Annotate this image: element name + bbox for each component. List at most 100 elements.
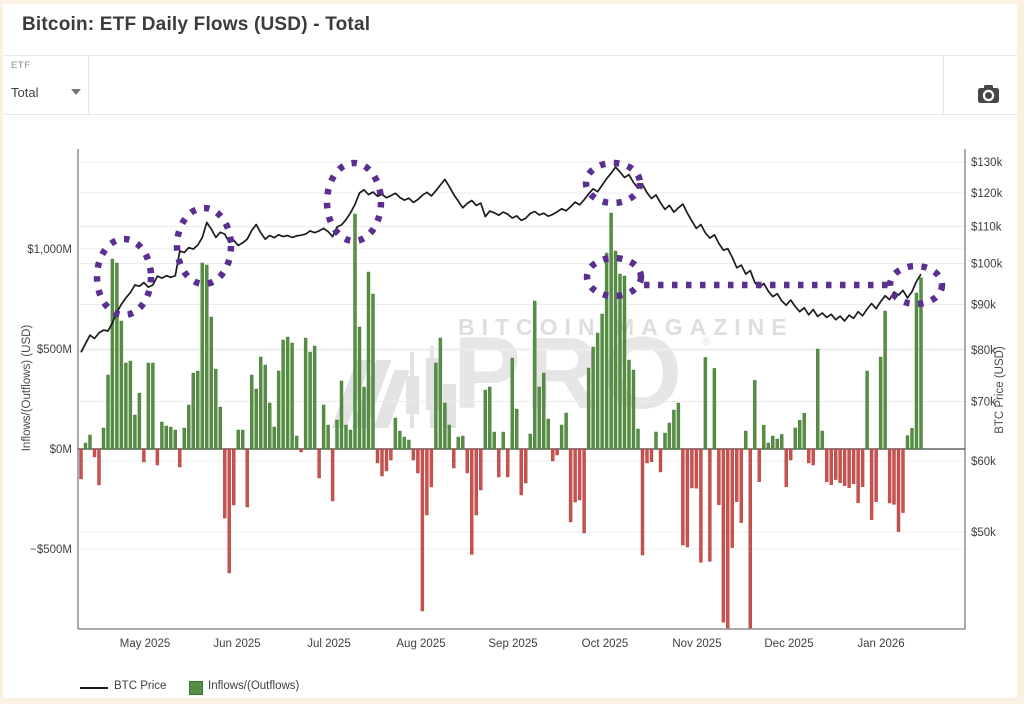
flow-bar xyxy=(627,359,631,450)
flow-bar xyxy=(151,362,155,450)
flow-bar xyxy=(847,448,851,488)
flow-bar xyxy=(748,448,752,629)
flow-bar xyxy=(887,448,892,504)
y-left-tick-label: $500M xyxy=(37,344,72,356)
flow-bar xyxy=(380,448,384,477)
annotation-circle xyxy=(582,159,644,207)
flow-bar xyxy=(506,448,510,478)
flow-bar xyxy=(685,448,690,548)
flow-bar xyxy=(169,426,173,450)
flow-bar xyxy=(303,337,308,450)
flow-bar xyxy=(622,275,627,450)
flow-bar xyxy=(483,389,487,450)
divider-vertical xyxy=(943,56,944,114)
flow-bar xyxy=(842,448,847,486)
flow-bar xyxy=(205,264,209,450)
flow-bar xyxy=(600,313,604,450)
flow-bar xyxy=(757,448,761,482)
flow-bar xyxy=(393,417,398,450)
flow-bar xyxy=(285,336,290,450)
flow-bar xyxy=(443,402,447,450)
flow-bar xyxy=(878,356,883,450)
flow-bar xyxy=(429,448,434,488)
flow-bar xyxy=(658,448,663,473)
flow-bar xyxy=(869,448,874,520)
flow-bar xyxy=(330,448,335,502)
flow-bar xyxy=(604,252,609,450)
annotation-circle xyxy=(93,235,155,319)
flow-bar xyxy=(703,357,708,450)
flow-bar xyxy=(79,448,83,480)
flow-bar xyxy=(573,448,577,503)
flow-bar xyxy=(577,448,582,501)
flow-bar xyxy=(568,448,573,523)
flow-bar xyxy=(348,429,353,450)
flow-bar xyxy=(676,402,681,450)
flow-bar xyxy=(528,433,532,450)
flow-bar xyxy=(276,370,281,450)
flow-bar xyxy=(83,442,88,450)
flow-bar xyxy=(789,448,793,461)
flow-bar xyxy=(196,370,200,450)
flow-bar xyxy=(510,357,514,450)
y-right-tick-label: $130k xyxy=(971,157,1003,169)
flow-bar xyxy=(254,388,258,450)
y-right-tick-label: $80k xyxy=(971,345,996,357)
flow-bar xyxy=(214,368,218,450)
flow-bar xyxy=(762,425,766,450)
flow-bar xyxy=(811,448,815,466)
flow-bar xyxy=(290,342,294,450)
flow-bar xyxy=(88,434,92,450)
flow-bar xyxy=(470,448,474,555)
y-right-tick-label: $90k xyxy=(971,299,996,311)
flow-bar xyxy=(299,448,303,453)
etf-dropdown-value: Total xyxy=(11,85,39,100)
y-right-tick-label: $100k xyxy=(971,259,1003,271)
flow-bar xyxy=(802,413,806,450)
flow-bar xyxy=(524,448,528,484)
chart-area: BITCOIN MAGAZINE ® PRO $1,000M $500M $0M −$… xyxy=(3,114,1017,698)
flow-bar xyxy=(268,402,272,450)
x-tick-label: Sep 2025 xyxy=(488,638,537,650)
flow-bar xyxy=(438,337,443,450)
etf-dropdown[interactable]: Total xyxy=(11,84,83,106)
flow-bar xyxy=(321,404,326,450)
flow-bar xyxy=(816,348,820,450)
flow-bar xyxy=(236,429,240,450)
flow-bar xyxy=(542,372,546,450)
flow-bar xyxy=(730,448,734,548)
flow-bar xyxy=(672,409,676,450)
flow-bar xyxy=(681,448,685,546)
flow-bar xyxy=(492,431,496,450)
flow-bar xyxy=(456,436,460,450)
camera-icon[interactable] xyxy=(974,82,1004,106)
flow-bar xyxy=(259,356,263,450)
flow-bar xyxy=(851,448,856,484)
flow-bar xyxy=(160,421,164,450)
y-right-tick-label: $120k xyxy=(971,188,1003,200)
flow-bar xyxy=(97,448,101,486)
flow-bar xyxy=(222,448,227,519)
flow-bar xyxy=(137,392,142,450)
flow-bar xyxy=(645,448,649,464)
y-right-axis-title: BTC Price (USD) xyxy=(994,346,1006,434)
flow-bar xyxy=(357,326,362,450)
flow-bar xyxy=(780,434,784,450)
flow-bar xyxy=(106,374,110,450)
flow-bar xyxy=(739,448,743,523)
flow-bar xyxy=(411,448,416,461)
annotation-circle xyxy=(583,254,645,300)
y-right-tick-label: $110k xyxy=(971,222,1002,234)
flow-bar xyxy=(784,448,788,487)
flow-bar xyxy=(263,364,267,450)
flow-bar xyxy=(308,351,312,450)
flow-bar xyxy=(200,262,205,450)
flow-bar xyxy=(227,448,231,574)
etf-dropdown-label: ETF xyxy=(11,60,31,71)
flow-bar xyxy=(461,435,465,450)
chevron-down-icon xyxy=(71,89,81,95)
x-tick-label: Jan 2026 xyxy=(857,638,904,650)
flow-bar xyxy=(339,380,344,450)
flow-bar xyxy=(726,448,730,629)
